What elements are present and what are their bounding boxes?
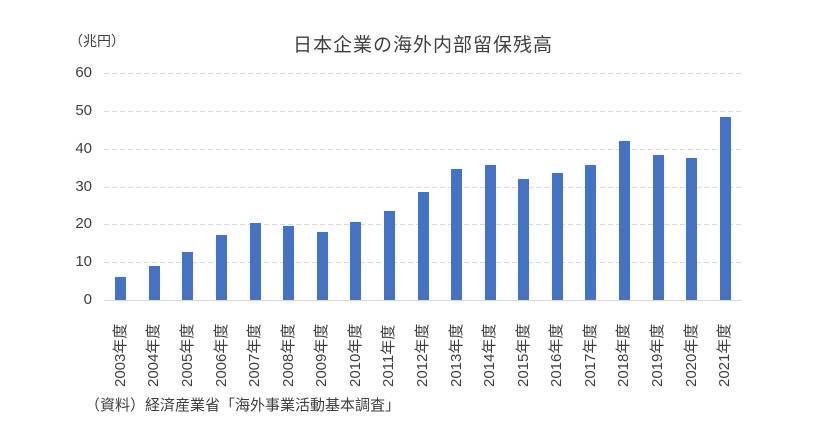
y-tick-label: 60 bbox=[75, 64, 92, 81]
bar-2018年度 bbox=[618, 141, 630, 300]
gridline-y30 bbox=[104, 186, 742, 188]
gridline-y50 bbox=[104, 110, 742, 112]
x-tick-label: 2018年度 bbox=[615, 323, 633, 387]
y-tick-label: 10 bbox=[75, 253, 92, 271]
y-tick-label: 50 bbox=[75, 101, 92, 119]
x-tick-label: 2006年度 bbox=[212, 323, 230, 387]
bar-2010年度 bbox=[350, 222, 362, 300]
x-tick-label: 2009年度 bbox=[313, 323, 331, 387]
bar-2017年度 bbox=[585, 165, 597, 300]
bar-2012年度 bbox=[417, 191, 429, 300]
bar-2011年度 bbox=[383, 211, 395, 300]
y-tick-label: 40 bbox=[75, 139, 92, 157]
bar-2019年度 bbox=[652, 155, 664, 300]
bar-2008年度 bbox=[283, 226, 295, 300]
y-tick-label: 30 bbox=[75, 177, 92, 195]
x-tick-label: 2017年度 bbox=[581, 323, 599, 387]
x-tick-label: 2008年度 bbox=[279, 323, 297, 387]
bar-2016年度 bbox=[551, 172, 563, 300]
bar-2015年度 bbox=[518, 178, 530, 300]
x-tick-label: 2011年度 bbox=[380, 324, 398, 387]
gridline-y40 bbox=[104, 148, 742, 150]
x-tick-label: 2004年度 bbox=[145, 323, 163, 387]
x-tick-label: 2003年度 bbox=[111, 323, 129, 387]
bar-2021年度 bbox=[719, 117, 731, 300]
x-tick-label: 2007年度 bbox=[246, 323, 264, 387]
x-tick-label: 2010年度 bbox=[346, 323, 364, 387]
x-axis-line bbox=[104, 300, 742, 301]
y-tick-label: 20 bbox=[75, 215, 92, 233]
x-tick-label: 2015年度 bbox=[514, 323, 532, 387]
source-note: （資料）経済産業省「海外事業活動基本調査」 bbox=[85, 397, 401, 414]
x-tick-label: 2005年度 bbox=[178, 323, 196, 387]
x-tick-label: 2021年度 bbox=[716, 323, 734, 387]
bar-2013年度 bbox=[451, 169, 463, 300]
x-tick-label: 2019年度 bbox=[649, 323, 667, 387]
x-tick-label: 2012年度 bbox=[414, 323, 431, 387]
bar-2004年度 bbox=[148, 266, 160, 300]
bar-2005年度 bbox=[182, 252, 194, 300]
chart-title: 日本企業の海外内部留保残高 bbox=[292, 35, 553, 56]
x-tick-label: 2020年度 bbox=[682, 323, 700, 387]
x-tick-label: 2016年度 bbox=[548, 323, 566, 387]
gridline-y60 bbox=[104, 73, 742, 74]
bar-2020年度 bbox=[686, 157, 698, 300]
bar-2014年度 bbox=[484, 165, 496, 300]
y-axis-unit-label: （兆円） bbox=[69, 33, 125, 49]
bar-2003年度 bbox=[115, 276, 127, 300]
x-tick-label: 2013年度 bbox=[447, 323, 465, 387]
bar-2007年度 bbox=[249, 223, 261, 300]
bar-2006年度 bbox=[216, 235, 228, 300]
y-tick-label: 0 bbox=[83, 291, 92, 308]
x-tick-label: 2014年度 bbox=[481, 323, 499, 387]
bar-2009年度 bbox=[316, 232, 328, 300]
